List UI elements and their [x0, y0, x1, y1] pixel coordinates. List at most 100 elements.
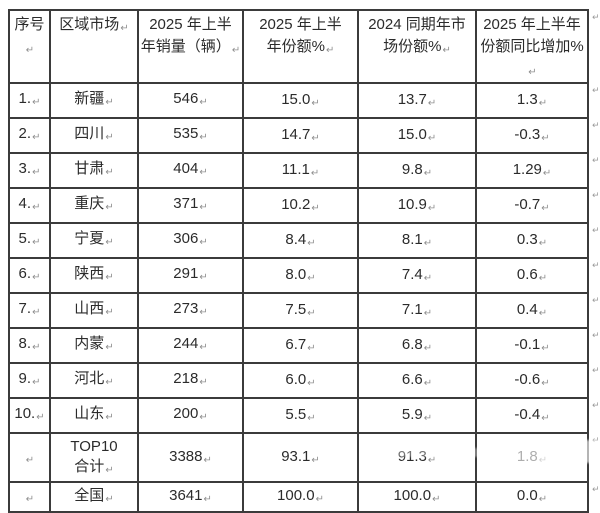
- cell-value: 306: [173, 230, 199, 247]
- row-end-mark: ↵: [592, 85, 600, 95]
- row-end-mark: ↵: [592, 12, 600, 22]
- cell: 218↵: [137, 362, 244, 399]
- cell-end-mark: ↵: [120, 23, 129, 34]
- cell-end-mark: ↵: [307, 237, 316, 249]
- cell-value: 3.: [18, 160, 32, 177]
- cell: 10.2↵: [242, 187, 359, 224]
- cell-end-mark: ↵: [538, 494, 548, 505]
- cell: 山东↵: [49, 397, 139, 434]
- cell-end-mark: ↵: [423, 167, 433, 179]
- cell-end-mark: ↵: [427, 454, 437, 466]
- cell: 新疆↵: [49, 82, 139, 119]
- cell: 1.8↵: [475, 432, 589, 483]
- cell-end-mark: ↵: [423, 342, 433, 354]
- cell-end-mark: ↵: [541, 132, 550, 144]
- table-row: 3.↵ 甘肃↵ 404↵ 11.1↵ 9.8↵ 1.29↵: [8, 152, 589, 189]
- cell-end-mark: ↵: [423, 307, 433, 319]
- cell-end-mark: ↵: [542, 167, 552, 179]
- cell: 9.↵: [8, 362, 51, 399]
- cell-value: 6.7: [285, 335, 307, 353]
- cell-end-mark: ↵: [423, 412, 433, 424]
- cell-end-mark: ↵: [538, 97, 548, 109]
- cell-end-mark: ↵: [315, 494, 324, 505]
- cell-value: 四川: [74, 125, 105, 142]
- cell-value: 546: [173, 90, 199, 107]
- row-end-mark: ↵: [592, 330, 600, 340]
- cell-end-mark: ↵: [311, 97, 320, 109]
- cell: 13.7↵: [357, 82, 477, 119]
- cell-value: 15.0: [397, 125, 427, 143]
- cell: 15.0↵: [242, 82, 359, 119]
- cell-end-mark: ↵: [105, 342, 114, 353]
- cell: 9.8↵: [357, 152, 477, 189]
- cell-value: 3388: [169, 447, 203, 465]
- table-body: 1.↵ 新疆↵ 546↵ 15.0↵ 13.7↵ 1.3↵ 2.↵ 四川↵ 535↵ 14.7↵ 1…: [8, 82, 589, 513]
- cell-value: 序号: [14, 16, 45, 33]
- cell-value: 14.7: [281, 125, 311, 143]
- cell: 7.↵: [8, 292, 51, 329]
- cell-value: 6.8: [401, 335, 423, 353]
- cell-value: -0.3: [514, 125, 541, 143]
- cell: 山西↵: [49, 292, 139, 329]
- cell: 371↵: [137, 187, 244, 224]
- table-row: 6.↵ 陕西↵ 291↵ 8.0↵ 7.4↵ 0.6↵: [8, 257, 589, 294]
- header-cell: 2025 年上半 年份额%↵: [242, 9, 359, 84]
- cell-value: -0.6: [514, 370, 541, 388]
- cell-value: 2025 年上半 年销量（辆）: [140, 16, 232, 55]
- cell-value: 15.0: [281, 90, 311, 108]
- cell-value: 2.: [18, 125, 32, 142]
- cell: 3388↵: [137, 432, 244, 483]
- cell-value: 273: [173, 300, 199, 317]
- cell-end-mark: ↵: [538, 237, 548, 249]
- cell-end-mark: ↵: [105, 412, 114, 423]
- cell: 河北↵: [49, 362, 139, 399]
- cell-value: 1.3: [516, 90, 538, 108]
- cell-end-mark: ↵: [541, 412, 550, 424]
- cell-value: 1.: [18, 90, 32, 107]
- cell-value: 10.: [14, 405, 36, 422]
- cell-value: 1.29: [512, 160, 542, 178]
- cell: 15.0↵: [357, 117, 477, 154]
- cell: 6.0↵: [242, 362, 359, 399]
- cell-value: 新疆: [74, 90, 105, 107]
- cell: 0.3↵: [475, 222, 589, 259]
- cell-end-mark: ↵: [199, 307, 208, 318]
- cell: 291↵: [137, 257, 244, 294]
- cell: 0.4↵: [475, 292, 589, 329]
- cell: -0.6↵: [475, 362, 589, 399]
- cell-end-mark: ↵: [538, 272, 548, 284]
- cell-end-mark: ↵: [32, 132, 41, 143]
- cell-value: 4.: [18, 195, 32, 212]
- cell-end-mark: ↵: [105, 97, 114, 108]
- cell-end-mark: ↵: [541, 377, 550, 389]
- row-end-mark: ↵: [592, 190, 600, 200]
- cell: 244↵: [137, 327, 244, 364]
- cell: 100.0↵: [242, 481, 359, 513]
- cell: 4.↵: [8, 187, 51, 224]
- cell-end-mark: ↵: [105, 494, 114, 505]
- cell-end-mark: ↵: [307, 342, 316, 354]
- cell-end-mark: ↵: [199, 272, 208, 283]
- cell: 0.0↵: [475, 481, 589, 513]
- cell-value: 535: [173, 125, 199, 142]
- row-end-mark: ↵: [592, 295, 600, 305]
- cell-value: 5.: [18, 230, 32, 247]
- cell-end-mark: ↵: [310, 167, 320, 179]
- cell: 8.4↵: [242, 222, 359, 259]
- cell: 7.5↵: [242, 292, 359, 329]
- cell-end-mark: ↵: [25, 494, 35, 505]
- cell: 6.6↵: [357, 362, 477, 399]
- cell-end-mark: ↵: [423, 272, 433, 284]
- cell: -0.4↵: [475, 397, 589, 434]
- cell-value: 6.: [18, 265, 32, 282]
- cell-end-mark: ↵: [199, 412, 208, 423]
- cell: 200↵: [137, 397, 244, 434]
- table-row: 7.↵ 山西↵ 273↵ 7.5↵ 7.1↵ 0.4↵: [8, 292, 589, 329]
- cell: 重庆↵: [49, 187, 139, 224]
- cell-value: 区域市场: [59, 16, 120, 33]
- cell: 8.↵: [8, 327, 51, 364]
- cell: 3641↵: [137, 481, 244, 513]
- cell-value: 2025 年上半 年份额%: [259, 16, 342, 55]
- cell: 6.7↵: [242, 327, 359, 364]
- cell: 5.9↵: [357, 397, 477, 434]
